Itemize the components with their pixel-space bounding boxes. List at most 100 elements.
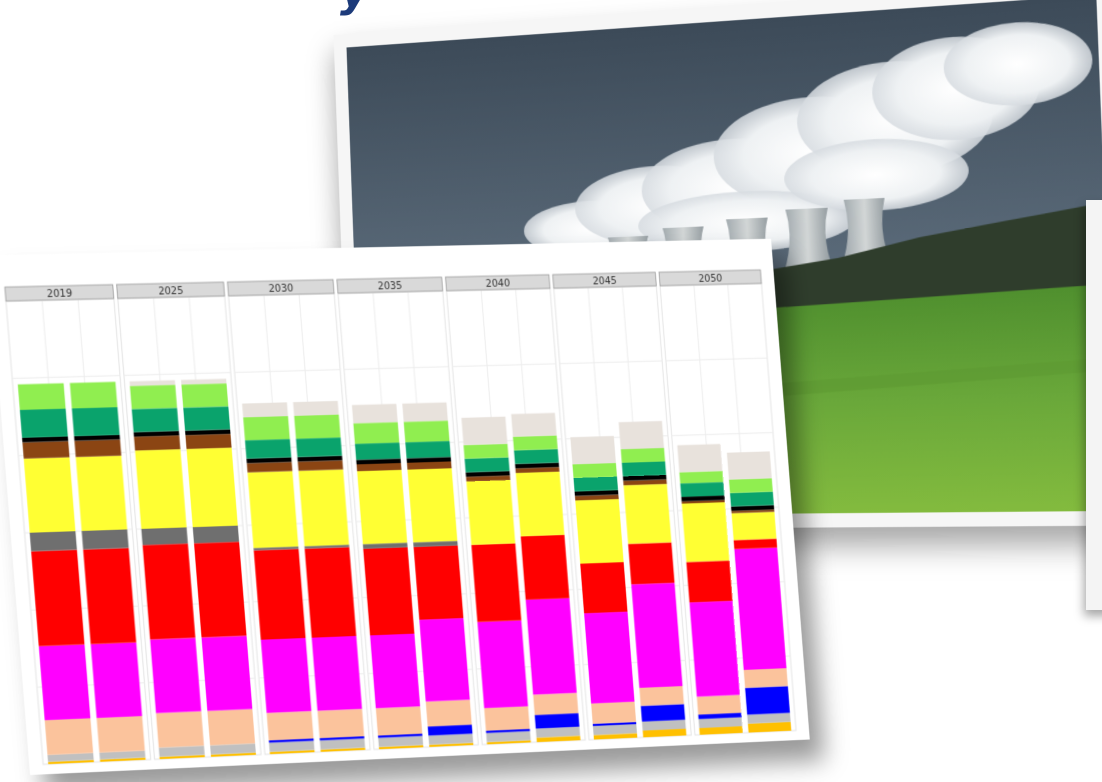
bar-segment-2025-1-s8 (134, 435, 180, 450)
strip-label-2019: 2019 (47, 289, 73, 301)
bar-segment-2035-1-s5 (363, 547, 414, 635)
bar-segment-2025-2-s6 (193, 526, 239, 544)
bar-segment-2030-1-s4 (261, 638, 312, 713)
bar-segment-2050-2-s3 (744, 668, 788, 688)
bar-segment-2040-2-s7 (516, 472, 565, 537)
bar-segment-2050-2-s12 (727, 451, 772, 479)
bar-segment-2035-1-s3 (376, 706, 422, 735)
bar-segment-2050-2-s5 (734, 539, 777, 549)
bar-segment-2050-1-s7 (682, 502, 730, 562)
bar-segment-2045-2-s7 (624, 484, 672, 544)
bar-segment-2030-2-s5 (305, 547, 357, 638)
bar-segment-2035-1-s10 (355, 443, 401, 460)
bar-segment-2040-1-s10 (465, 457, 510, 472)
bar-segment-2035-2-s11 (404, 421, 450, 443)
bar-segment-2019-2-s5 (83, 548, 136, 644)
bar-segment-2040-1-s11 (464, 444, 509, 459)
bar-segment-2035-2-s8 (407, 461, 452, 469)
bar-segment-2025-1-s7 (135, 449, 187, 529)
bar-segment-2050-1-s1 (699, 717, 743, 728)
bar-segment-2045-1-s4 (584, 612, 634, 704)
bar-segment-2040-2-s2 (535, 713, 580, 728)
bar-segment-2040-2-s5 (521, 535, 570, 600)
bar-segment-2050-1-s11 (679, 471, 723, 484)
bar-segment-2025-1-s11 (130, 385, 177, 409)
bar-segment-2030-1-s3 (267, 711, 314, 740)
bar-segment-2045-1-s3 (591, 702, 636, 724)
bar-segment-2030-1-s12 (242, 402, 288, 417)
strip-label-2040: 2040 (485, 279, 510, 290)
bar-segment-2025-1-s6 (141, 527, 188, 545)
bar-segment-2030-2-s10 (296, 437, 342, 457)
bar-segment-2035-1-s4 (370, 634, 420, 709)
bar-segment-2019-2-s6 (82, 529, 129, 549)
bar-segment-2045-1-s10 (574, 477, 619, 492)
bar-segment-2019-2-s7 (76, 456, 127, 531)
bar-segment-2050-2-s11 (729, 478, 773, 493)
bar-segment-2040-1-s5 (471, 543, 521, 622)
bar-segment-2050-1-s10 (680, 482, 724, 497)
bar-segment-2030-1-s8 (247, 462, 293, 473)
bar-segment-2025-1-s5 (143, 543, 196, 639)
strip-label-2025: 2025 (158, 286, 184, 298)
bar-segment-2040-2-s4 (526, 598, 577, 695)
bar-segment-2045-1-s7 (575, 499, 623, 564)
bar-segment-2019-2-s4 (91, 642, 142, 718)
bar-segment-2040-1-s12 (461, 417, 507, 446)
strip-label-2050: 2050 (698, 274, 723, 285)
bar-segment-2045-1-s5 (580, 562, 627, 613)
bar-segment-2019-1-s3 (45, 718, 93, 755)
strip-label-2035: 2035 (377, 281, 402, 292)
bar-segment-2019-2-s8 (74, 439, 121, 457)
strip-label-2030: 2030 (268, 283, 294, 294)
bar-segment-2025-2-s4 (202, 636, 253, 711)
bar-segment-2025-2-s8 (185, 434, 231, 449)
bar-segment-2045-2-s2 (641, 704, 685, 722)
bar-segment-2050-1-s12 (677, 444, 722, 472)
bar-segment-2035-2-s7 (407, 468, 457, 542)
bar-segment-2030-2-s4 (312, 636, 362, 711)
bar-segment-2040-2-s11 (513, 435, 558, 450)
bar-segment-2030-2-s3 (317, 709, 364, 738)
bar-segment-2035-1-s7 (357, 470, 407, 544)
bar-segment-2030-1-s5 (254, 549, 306, 640)
bar-segment-2030-2-s7 (298, 469, 349, 546)
bar-segment-2019-1-s10 (20, 409, 68, 438)
bar-segment-2050-1-s3 (697, 695, 741, 715)
bar-segment-2045-2-s12 (619, 421, 664, 449)
bar-segment-2045-2-s4 (631, 583, 682, 688)
strip-label-2045: 2045 (592, 276, 617, 287)
stacked-bar-chart: 2019 2025 2030 2035 2040 2045 2050 (0, 239, 810, 775)
bar-segment-2030-2-s12 (293, 401, 339, 416)
bar-segment-2040-2-s3 (533, 693, 578, 715)
bar-segment-2050-2-s1 (747, 713, 790, 724)
bar-segment-2019-1-s7 (24, 457, 76, 533)
bar-segment-2025-2-s11 (181, 383, 228, 407)
bar-segment-2040-1-s7 (466, 480, 515, 545)
bar-segment-2035-2-s5 (414, 545, 464, 619)
bar-segment-2030-1-s10 (245, 439, 291, 459)
headline-fragment: y (340, 0, 460, 18)
bar-segment-2030-2-s11 (294, 415, 340, 439)
bar-segment-2019-1-s4 (39, 644, 91, 720)
bar-segment-2030-1-s11 (243, 416, 290, 440)
bar-segment-2019-1-s11 (18, 383, 66, 410)
bar-segment-2030-1-s7 (248, 471, 299, 548)
bar-segment-2035-2-s10 (405, 441, 450, 458)
bar-segment-2030-2-s8 (298, 460, 343, 471)
background-card-edge (1086, 200, 1102, 610)
bar-segment-2040-2-s12 (511, 413, 556, 437)
bar-segment-2040-1-s3 (484, 706, 530, 731)
bar-segment-2045-1-s12 (570, 436, 616, 464)
bar-segment-2025-2-s5 (194, 542, 247, 638)
bar-segment-2035-2-s3 (426, 700, 472, 727)
bar-segment-2040-2-s10 (514, 449, 559, 464)
bar-segment-2050-2-s2 (745, 686, 790, 715)
bar-segment-2045-2-s3 (639, 686, 684, 706)
bar-segment-2035-2-s4 (419, 618, 470, 702)
bar-segment-2050-1-s4 (689, 601, 739, 697)
bar-segment-2035-1-s12 (352, 404, 398, 424)
bar-segment-2045-1-s11 (572, 463, 617, 478)
bar-segment-2025-2-s7 (187, 448, 238, 528)
bar-segment-2025-1-s4 (150, 638, 201, 713)
